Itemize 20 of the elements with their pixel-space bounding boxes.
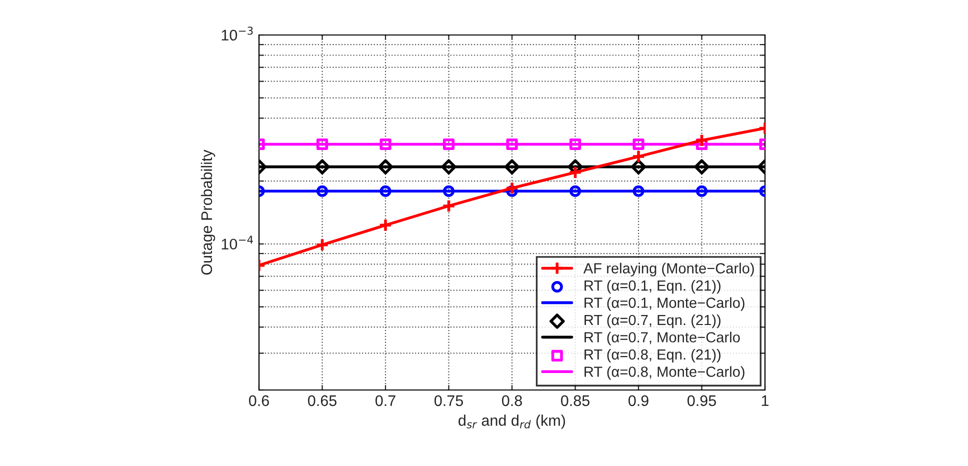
- x-tick-label: 0.95: [687, 395, 716, 406]
- y-axis-title: Outage Probability: [200, 150, 216, 275]
- legend-label: RT (α=0.7, Monte−Carlo: [584, 332, 740, 346]
- x-tick-label: 0.7: [375, 395, 396, 406]
- x-axis-title: d$_{sr}$ and d$_{rd}$ (km): [458, 414, 566, 429]
- y-tick-label: 10$^{−3}$: [222, 26, 253, 41]
- legend-label: AF relaying (Monte−Carlo): [583, 262, 754, 276]
- x-tick-label: 0.85: [560, 395, 590, 406]
- legend-label: RT (α=0.8, Eqn. (21)): [584, 348, 720, 363]
- x-tick-label: 0.8: [502, 395, 522, 406]
- x-tick-label: 0.9: [628, 395, 648, 406]
- x-tick-label: 0.6: [248, 395, 269, 406]
- legend-label: RT (α=0.1, Eqn. (21)): [584, 280, 720, 294]
- legend-label: RT (α=0.8, Monte−Carlo): [584, 366, 744, 380]
- legend-label: RT (α=0.1, Monte−Carlo): [584, 297, 744, 311]
- x-tick-label: 1: [762, 395, 769, 406]
- legend-label: RT (α=0.7, Eqn. (21)): [584, 314, 720, 328]
- y-tick-label: 10$^{−4}$: [222, 236, 253, 250]
- x-tick-label: 0.75: [434, 395, 463, 406]
- x-tick-label: 0.65: [308, 395, 336, 406]
